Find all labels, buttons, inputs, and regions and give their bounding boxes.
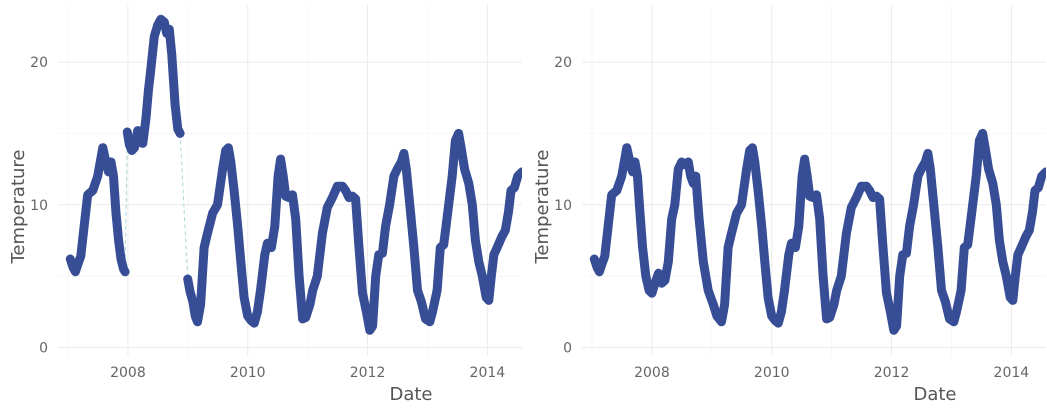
y-tick-label: 20 [30,55,48,71]
x-tick-label: 2008 [110,365,146,381]
x-axis-title: Date [913,384,956,405]
y-tick-label: 10 [30,198,48,214]
series-group [589,128,1046,335]
x-tick-label: 2010 [754,365,790,381]
gap-connector [179,133,189,279]
y-tick-label: 20 [554,55,572,71]
x-tick-label: 2010 [230,365,266,381]
x-tick-label: 2014 [470,365,506,381]
tick-labels: 0 10 20 2008 2010 2012 2014 [554,55,1029,381]
series-group [65,14,522,335]
x-tick-label: 2014 [994,365,1030,381]
series-line [589,128,1046,335]
series-line [183,128,522,335]
x-tick-label: 2012 [350,365,386,381]
y-axis-title: Temperature [8,149,29,264]
x-tick-label: 2008 [634,365,670,381]
chart-panel-1: 0 10 20 2008 2010 2012 2014 Date Temperature [8,5,522,405]
x-axis-title: Date [389,384,432,405]
chart-panel-2: 0 10 20 2008 2010 2012 2014 Date Temperature [532,5,1046,405]
y-tick-label: 0 [563,340,572,356]
y-tick-label: 10 [554,198,572,214]
series-line [122,14,185,155]
tick-labels: 0 10 20 2008 2010 2012 2014 [30,55,505,381]
y-axis-title: Temperature [532,149,553,264]
series-line [65,143,130,277]
y-tick-label: 0 [39,340,48,356]
x-tick-label: 2012 [874,365,910,381]
gap-connector [124,131,128,272]
